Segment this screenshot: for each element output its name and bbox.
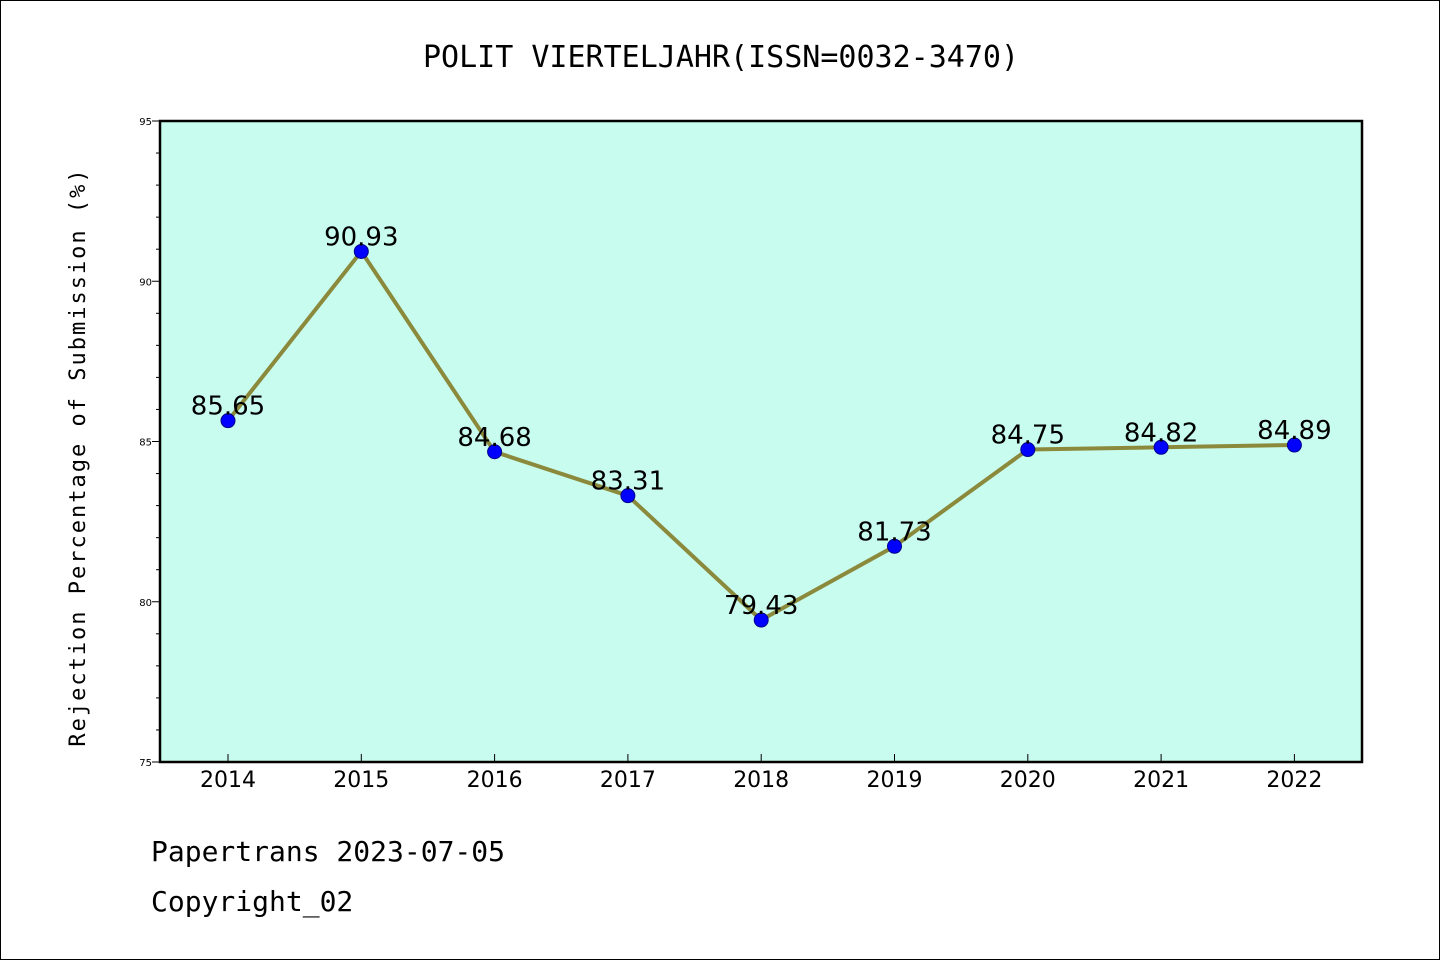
- data-label: 81.73: [857, 517, 931, 547]
- data-label: 84.68: [457, 423, 531, 453]
- x-tick-label: 2015: [333, 768, 389, 793]
- x-tick-label: 2016: [467, 768, 523, 793]
- data-point: [487, 444, 503, 460]
- x-axis: 2014 2015 2016 2017 2018 2019 2020 2021 2022: [200, 754, 1322, 793]
- data-label: 79.43: [724, 591, 798, 621]
- data-label: 90.93: [324, 222, 398, 252]
- x-tick-label: 2019: [867, 768, 923, 793]
- y-tick-label: 85: [139, 438, 152, 449]
- x-tick-label: 2018: [733, 768, 789, 793]
- y-axis: 75 80 85 90 95: [139, 117, 160, 769]
- y-tick-label: 75: [139, 758, 152, 769]
- footer-date: Papertrans 2023-07-05: [151, 835, 506, 868]
- data-point: [1020, 442, 1036, 458]
- data-point: [620, 488, 636, 504]
- data-point: [1153, 439, 1169, 455]
- data-point: [753, 612, 769, 628]
- x-tick-label: 2021: [1133, 768, 1189, 793]
- data-label: 84.82: [1124, 418, 1198, 448]
- data-label: 84.89: [1257, 416, 1331, 446]
- y-tick-label: 80: [139, 598, 152, 609]
- y-tick-label: 95: [139, 117, 152, 128]
- x-tick-label: 2017: [600, 768, 656, 793]
- x-tick-label: 2014: [200, 768, 256, 793]
- x-tick-label: 2022: [1266, 768, 1322, 793]
- data-labels: 85.65 90.93 84.68 83.31 79.43 81.73 84.75 84.82…: [191, 222, 1332, 621]
- data-label: 83.31: [591, 467, 665, 497]
- series-line-group: [220, 243, 1302, 628]
- data-point: [1286, 437, 1302, 453]
- data-label: 84.75: [991, 421, 1065, 451]
- footer-copyright: Copyright_02: [151, 885, 354, 918]
- data-label: 85.65: [191, 392, 265, 422]
- chart-title: POLIT VIERTELJAHR(ISSN=0032-3470): [423, 40, 1019, 75]
- data-point: [353, 243, 369, 259]
- x-tick-label: 2020: [1000, 768, 1056, 793]
- data-point: [220, 413, 236, 429]
- y-tick-label: 90: [139, 277, 152, 288]
- plot-border: [158, 119, 1364, 764]
- y-axis-label: Rejection Percentage of Submission (%): [66, 167, 91, 746]
- data-point: [887, 538, 902, 554]
